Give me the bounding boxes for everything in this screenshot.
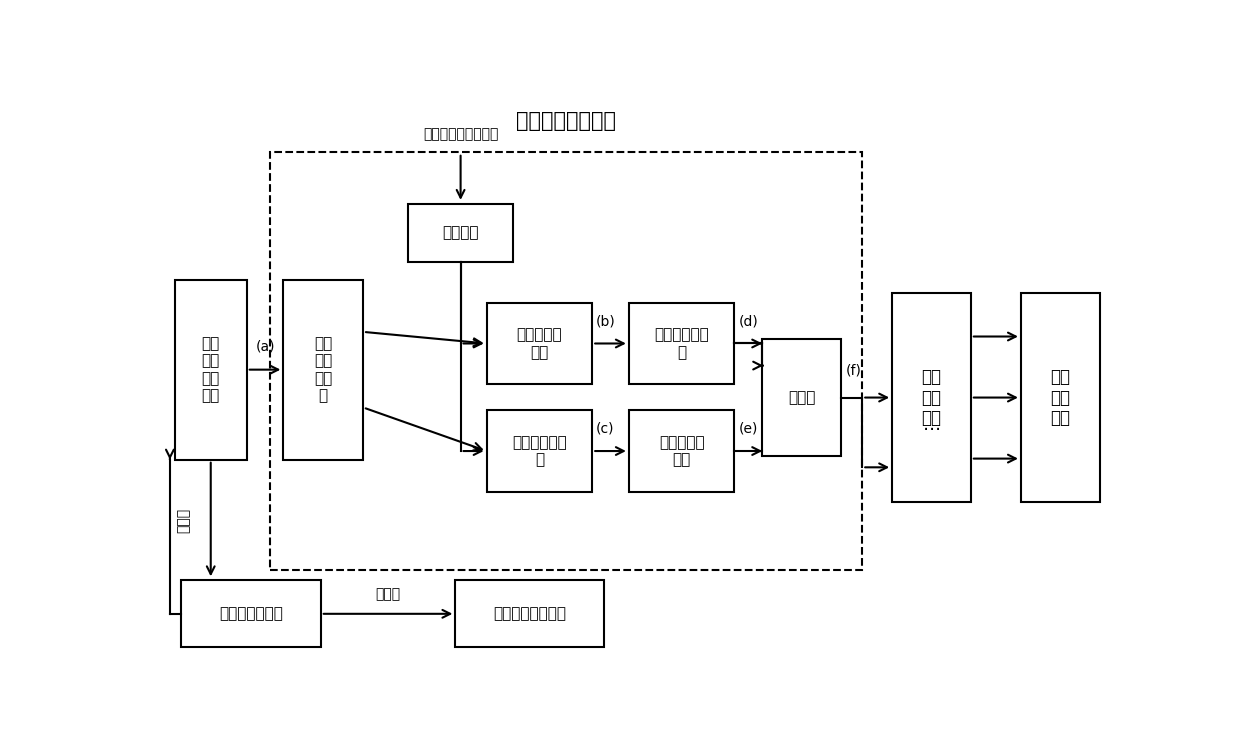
Text: 信号
光梳
产生
模块: 信号 光梳 产生 模块 [202, 336, 219, 403]
Text: 第二光学滤
波器: 第二光学滤 波器 [658, 435, 704, 467]
FancyBboxPatch shape [455, 581, 604, 647]
Text: 电功分器: 电功分器 [443, 226, 479, 241]
FancyBboxPatch shape [629, 303, 734, 384]
Text: (e): (e) [738, 422, 758, 436]
Text: 待处理宽带微波信号: 待处理宽带微波信号 [423, 127, 498, 141]
FancyBboxPatch shape [175, 279, 247, 460]
Text: (d): (d) [738, 314, 758, 328]
Text: 相干光产生模块: 相干光产生模块 [219, 606, 283, 621]
FancyBboxPatch shape [763, 340, 841, 456]
Text: (f): (f) [846, 363, 862, 378]
Text: 第二电光调制
器: 第二电光调制 器 [512, 435, 567, 467]
FancyBboxPatch shape [486, 411, 593, 492]
Text: (a): (a) [255, 339, 275, 353]
FancyBboxPatch shape [486, 303, 593, 384]
Text: 合路器: 合路器 [789, 390, 816, 405]
Text: (b): (b) [596, 314, 616, 328]
FancyBboxPatch shape [408, 204, 513, 262]
Text: 信号光: 信号光 [177, 507, 191, 532]
Text: 波长
交错
滤波
器: 波长 交错 滤波 器 [314, 336, 332, 403]
FancyBboxPatch shape [892, 293, 971, 502]
Text: …: … [923, 417, 941, 434]
FancyBboxPatch shape [1021, 293, 1100, 502]
Text: 本振光梳产生模块: 本振光梳产生模块 [494, 606, 567, 621]
Text: 信道
分离
模块: 信道 分离 模块 [921, 368, 941, 427]
FancyBboxPatch shape [181, 581, 321, 647]
FancyBboxPatch shape [283, 279, 363, 460]
Text: 相干
处理
模块: 相干 处理 模块 [1050, 368, 1070, 427]
FancyBboxPatch shape [629, 411, 734, 492]
Text: 本振光: 本振光 [376, 587, 401, 601]
Text: 第一电光调
制器: 第一电光调 制器 [517, 327, 562, 359]
Text: 交叠信号处理模块: 交叠信号处理模块 [516, 111, 616, 131]
Text: (c): (c) [596, 422, 615, 436]
Text: 第一光学滤波
器: 第一光学滤波 器 [655, 327, 709, 359]
